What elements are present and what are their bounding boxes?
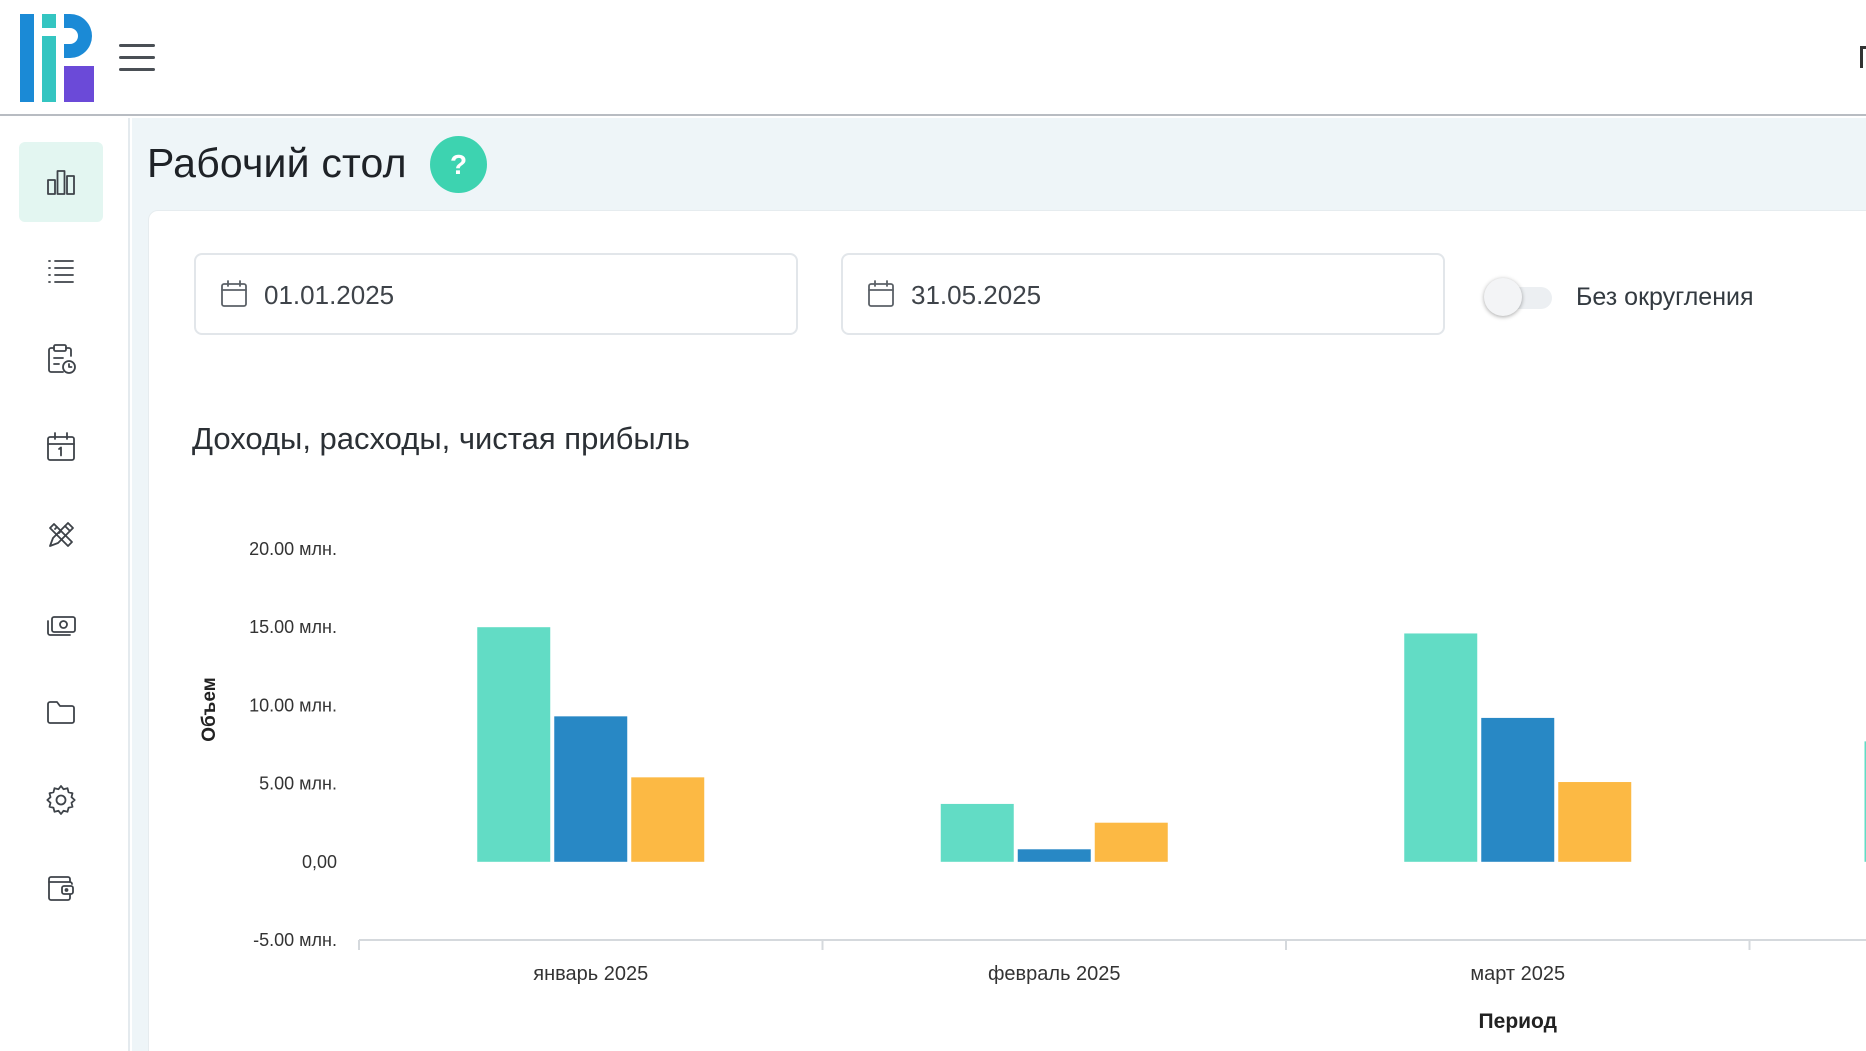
date-from-field[interactable] (194, 253, 798, 335)
bar-partial-next-category[interactable] (1864, 741, 1866, 862)
sidebar-item-tasks[interactable] (19, 319, 103, 399)
x-tick-label: март 2025 (1470, 963, 1565, 985)
dashboard-card: Без округления Доходы, расходы, чистая п… (148, 210, 1866, 1051)
sidebar-item-dashboard[interactable] (19, 142, 103, 222)
y-tick-label: 10.00 млн. (249, 695, 337, 715)
sidebar-item-calendar[interactable] (19, 407, 103, 487)
bar-chart-icon (47, 170, 75, 195)
x-axis-label: Период (1479, 1010, 1557, 1033)
x-axis-ticks: январь 2025 февраль 2025 март 2025 (358, 940, 1751, 985)
cash-icon (47, 616, 76, 636)
date-to-input[interactable] (911, 273, 1411, 317)
y-tick-label: 15.00 млн. (249, 617, 337, 637)
bar-1-3[interactable] (1404, 633, 1478, 862)
rounding-toggle[interactable] (1484, 278, 1552, 316)
gear-icon (46, 785, 76, 815)
sidebar-item-list[interactable] (19, 230, 103, 310)
clipboard-clock-icon (48, 344, 76, 374)
y-axis-ticks: 20.00 млн. 15.00 млн. 10.00 млн. 5.00 млн. 0… (249, 539, 337, 950)
wallet-icon (48, 876, 74, 901)
toggle-knob (1484, 278, 1522, 316)
chart-title: Доходы, расходы, чистая прибыль (192, 421, 690, 456)
x-tick-label: февраль 2025 (988, 963, 1121, 985)
sidebar-item-tools[interactable] (19, 495, 103, 575)
sidebar-item-money[interactable] (19, 584, 103, 664)
y-tick-label: -5.00 млн. (253, 930, 337, 950)
calendar-icon (47, 432, 75, 461)
bar-2-2[interactable] (1017, 849, 1091, 862)
page-title: Рабочий стол (147, 140, 407, 186)
header-edge-icon (1860, 46, 1866, 68)
pencil-ruler-icon (49, 522, 74, 547)
folder-icon (47, 701, 75, 724)
bar-3-1[interactable] (631, 777, 705, 862)
calendar-icon (865, 278, 897, 310)
x-tick-label: январь 2025 (533, 963, 648, 985)
top-header (0, 0, 1866, 116)
main-area: Рабочий стол ? Без округления Доходы, (132, 118, 1866, 1051)
bar-chart: 20.00 млн. 15.00 млн. 10.00 млн. 5.00 млн. 0… (199, 539, 1866, 1033)
bar-3-3[interactable] (1558, 782, 1632, 862)
sidebar-item-settings[interactable] (19, 760, 103, 840)
date-from-input[interactable] (264, 273, 764, 317)
bar-1-2[interactable] (940, 803, 1014, 862)
y-axis-label: Объем (199, 677, 220, 742)
sidebar-item-wallet[interactable] (19, 848, 103, 928)
bar-2-1[interactable] (554, 716, 628, 862)
sidebar-item-files[interactable] (19, 672, 103, 752)
y-tick-label: 20.00 млн. (249, 539, 337, 559)
list-icon (48, 260, 74, 283)
bar-3-2[interactable] (1094, 822, 1168, 862)
help-button[interactable]: ? (430, 136, 487, 193)
y-tick-label: 5.00 млн. (259, 774, 337, 794)
date-to-field[interactable] (841, 253, 1445, 335)
app-logo-icon[interactable] (20, 14, 94, 102)
rounding-toggle-label: Без округления (1576, 283, 1754, 311)
calendar-icon (218, 278, 250, 310)
y-tick-label: 0,00 (302, 852, 337, 872)
bar-2-3[interactable] (1481, 717, 1555, 862)
hamburger-menu-button[interactable] (119, 42, 155, 72)
sidebar (0, 118, 130, 1051)
bar-1-1[interactable] (477, 627, 551, 862)
chart-bars (477, 627, 1866, 862)
